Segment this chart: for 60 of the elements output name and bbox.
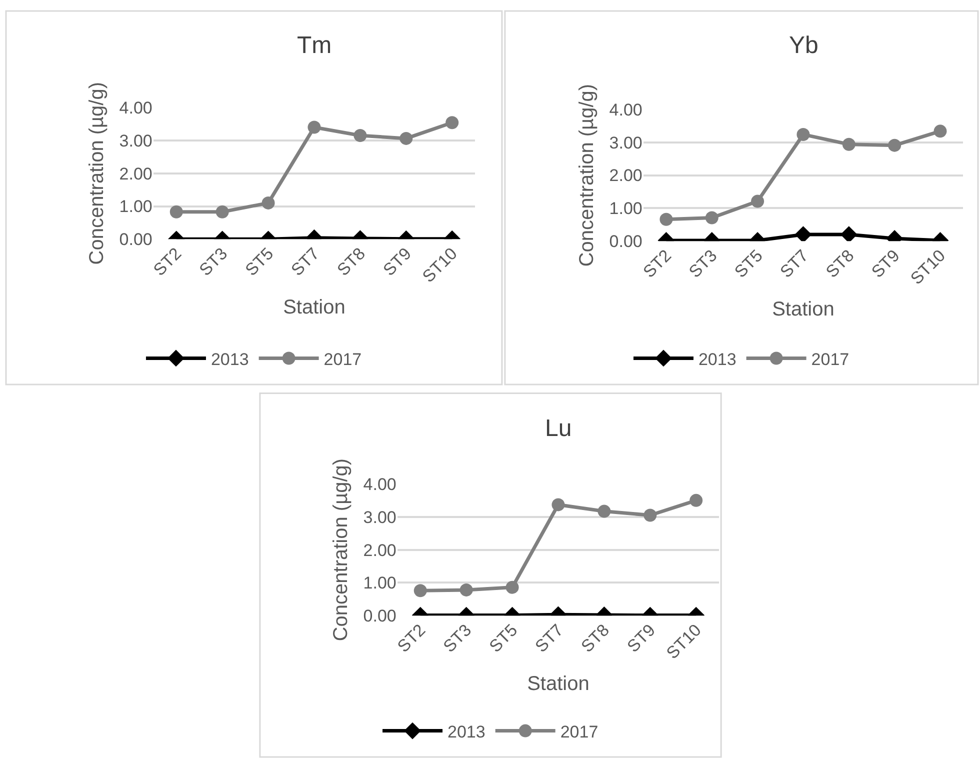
y-tick-label: 4.00 [119,98,152,118]
x-tick-label: ST3 [196,244,232,280]
point [690,494,703,507]
y-tick-label: 1.00 [119,197,152,216]
point [842,138,856,151]
x-axis-title: Station [527,673,590,696]
chart-title: Tm [297,32,332,59]
legend-label: 2017 [560,722,598,742]
y-tick-label: 3.00 [119,131,152,150]
y-tick-label: 0.00 [363,606,396,626]
y-tick-label: 3.00 [609,133,642,152]
point [308,120,321,134]
x-tick-label: ST9 [379,244,415,280]
x-tick-label: ST8 [822,246,858,282]
y-axis-title: Concentration (µg/g) [330,458,352,642]
y-tick-label: 4.00 [609,100,642,120]
point [934,124,947,138]
legend-label: 2017 [324,350,362,369]
point [354,128,367,142]
y-tick-label: 0.00 [609,232,642,252]
y-tick-label: 2.00 [609,166,642,186]
x-tick-label: ST3 [440,620,476,656]
y-tick-label: 2.00 [119,164,152,184]
point [400,132,413,145]
legend-label: 2013 [698,350,736,369]
y-tick-label: 0.00 [119,230,152,250]
point [446,116,459,130]
x-axis-title: Station [283,296,346,319]
x-tick-label: ST5 [730,246,766,282]
legend-label: 2013 [210,350,249,369]
x-tick-label: ST2 [394,620,430,656]
y-tick-label: 4.00 [363,474,396,494]
x-tick-label: ST5 [486,620,522,656]
y-tick-label: 2.00 [363,540,396,560]
x-tick-label: ST3 [685,246,721,282]
x-tick-label: ST8 [334,244,370,280]
y-tick-label: 1.00 [363,574,396,593]
chart-title: Lu [545,415,572,442]
point [552,498,565,512]
x-tick-label: ST7 [288,244,324,280]
y-tick-label: 3.00 [363,508,396,527]
x-tick-label: ST8 [578,620,614,656]
legend-label: 2017 [811,350,850,369]
x-axis-title: Station [772,298,834,321]
x-tick-label: ST7 [532,620,568,656]
legend-label: 2013 [448,722,486,742]
x-tick-label: ST2 [640,246,676,282]
y-tick-label: 1.00 [609,199,642,218]
point [598,504,611,518]
x-tick-label: ST9 [868,246,904,282]
y-axis-title: Concentration (µg/g) [576,84,598,267]
x-tick-label: ST5 [242,244,278,280]
chart-title: Yb [789,32,818,59]
x-tick-label: ST7 [776,246,812,282]
x-tick-label: ST2 [150,244,186,280]
point [888,138,902,152]
point [796,128,810,141]
point [644,508,657,522]
x-tick-label: ST9 [623,620,659,656]
y-axis-title: Concentration (µg/g) [86,82,108,265]
